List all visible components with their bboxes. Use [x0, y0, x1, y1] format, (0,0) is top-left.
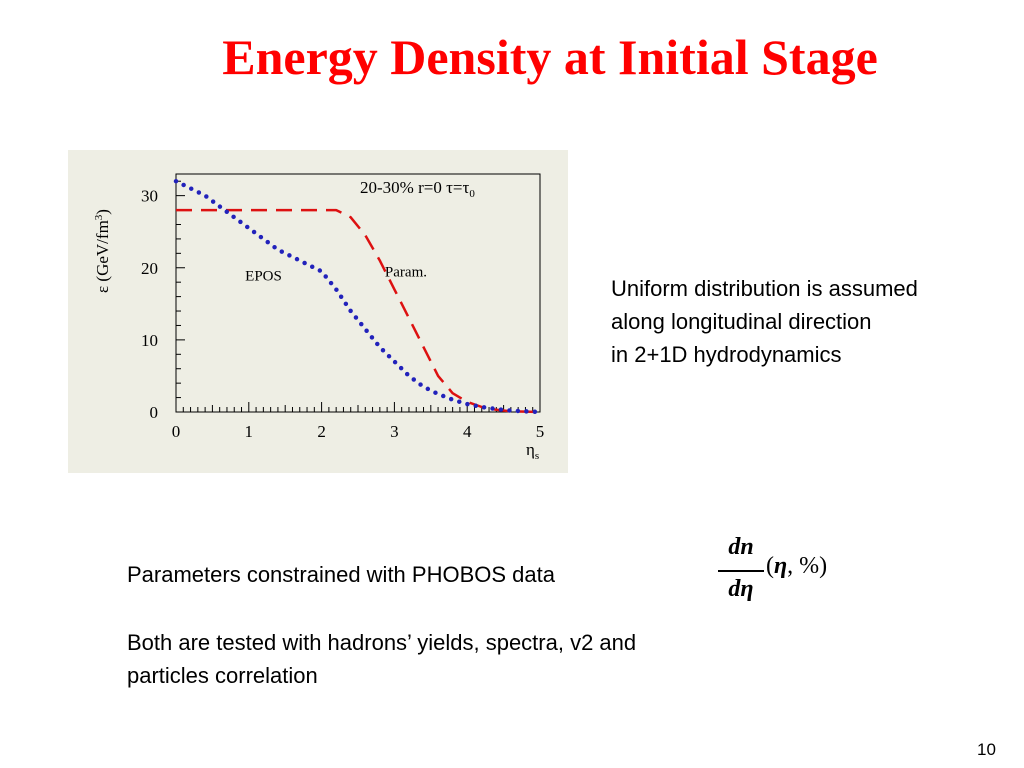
series-layer: [173, 178, 543, 415]
y-axis-label: ε (GeV/fm3): [93, 209, 112, 293]
formula-rest: , %): [787, 553, 828, 579]
page-number: 10: [977, 740, 996, 759]
bottom-note-line: particles correlation: [127, 663, 318, 688]
plot-header-annotation: 20-30% r=0 τ=τ0: [360, 178, 475, 200]
side-note-line: in 2+1D hydrodynamics: [611, 342, 842, 367]
x-tick-label: 0: [172, 422, 181, 441]
y-tick-label: 20: [141, 259, 158, 278]
slide-title: Energy Density at Initial Stage: [222, 29, 878, 85]
series-param-line: [176, 208, 541, 414]
plot-svg: 0 10 20 30 0 1 2 3 4 5 EPOS Param. ε (GeV/fm3) ηs…: [93, 173, 545, 462]
formula-eta: η: [774, 553, 788, 579]
parameters-text: Parameters constrained with PHOBOS data: [127, 562, 555, 587]
curve-label: EPOS: [245, 269, 282, 285]
y-tick-label: 30: [141, 187, 158, 206]
y-tick-label: 0: [150, 403, 159, 422]
side-note: Uniform distribution is assumed along lo…: [611, 272, 1021, 371]
x-tick-label: 3: [390, 422, 399, 441]
y-axis-ticks: 0 10 20 30: [141, 180, 185, 422]
bottom-note: Both are tested with hadrons’ yields, sp…: [127, 626, 827, 692]
formula-numerator: dn: [728, 534, 754, 560]
fraction-bar: [718, 570, 764, 572]
formula-paren: (: [766, 553, 774, 579]
formula-arguments: (η, %): [766, 553, 827, 580]
x-tick-label: 1: [245, 422, 254, 441]
x-tick-label: 5: [536, 422, 545, 441]
x-axis-ticks: 0 1 2 3 4 5: [172, 402, 545, 441]
energy-density-plot: 0 10 20 30 0 1 2 3 4 5 EPOS Param. ε (GeV/fm3) ηs…: [68, 150, 568, 473]
side-note-line: along longitudinal direction: [611, 309, 872, 334]
x-tick-label: 2: [317, 422, 326, 441]
x-tick-label: 4: [463, 422, 472, 441]
annotation-layer: EPOS Param.: [245, 264, 427, 284]
side-note-line: Uniform distribution is assumed: [611, 276, 918, 301]
series-epos-line: [173, 178, 543, 415]
bottom-note-line: Both are tested with hadrons’ yields, sp…: [127, 630, 637, 655]
y-tick-label: 10: [141, 331, 158, 350]
x-axis-label: ηs: [526, 440, 539, 462]
dn-deta-formula: dn dη (η, %): [716, 534, 866, 610]
curve-label: Param.: [385, 264, 427, 280]
formula-denominator: dη: [728, 576, 754, 602]
